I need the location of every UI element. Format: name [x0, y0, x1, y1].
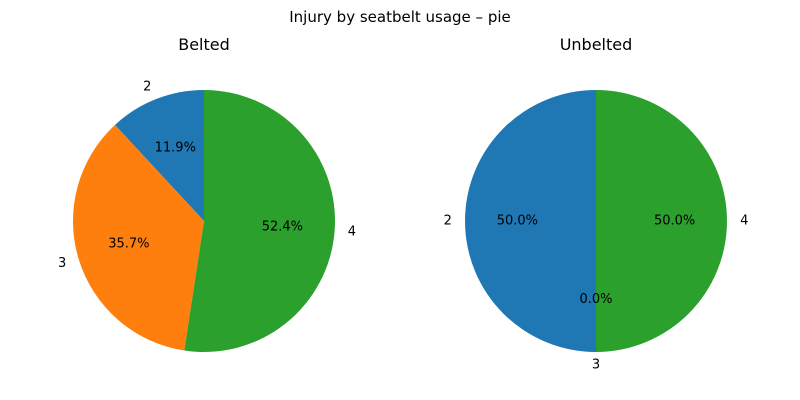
pie-slice-belted-4: [184, 90, 336, 353]
pie-label-belted-3: 3: [58, 256, 66, 271]
pie-percent-belted-2: 11.9%: [155, 140, 196, 155]
pie-title-belted: Belted: [178, 35, 230, 54]
pie-percent-unbelted-3: 0.0%: [579, 292, 612, 307]
pie-label-unbelted-3: 3: [592, 358, 600, 373]
pie-slice-unbelted-2: [465, 90, 596, 352]
pie-label-unbelted-4: 4: [740, 214, 748, 229]
pie-slice-unbelted-4: [596, 90, 727, 352]
pie-belted: Belted 2 11.9% 3 35.7% 4 52.4%: [58, 35, 356, 353]
pie-percent-belted-3: 35.7%: [108, 237, 149, 252]
pie-percent-unbelted-2: 50.0%: [497, 214, 538, 229]
figure-title: Injury by seatbelt usage – pie: [289, 8, 510, 26]
pie-slice-belted-2: [114, 90, 204, 221]
pie-label-unbelted-2: 2: [444, 214, 452, 229]
pie-unbelted: Unbelted 2 50.0% 3 0.0% 4 50.0%: [444, 35, 749, 373]
pie-label-belted-4: 4: [348, 224, 356, 239]
pie-percent-unbelted-4: 50.0%: [654, 214, 695, 229]
pie-label-belted-2: 2: [143, 79, 151, 94]
pie-title-unbelted: Unbelted: [560, 35, 633, 54]
pie-percent-belted-4: 52.4%: [262, 219, 303, 234]
pie-slice-belted-3: [72, 124, 204, 351]
